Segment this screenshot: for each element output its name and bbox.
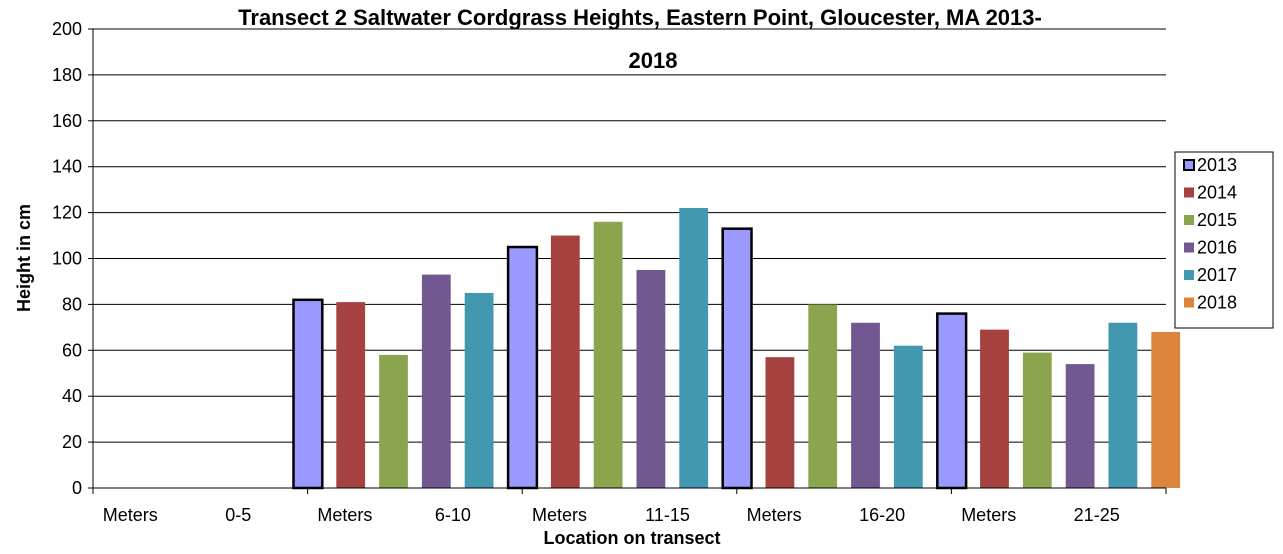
bar-2017-21-25 [1108,322,1138,488]
y-tick-label: 0 [72,478,82,498]
legend-label-2017: 2017 [1197,265,1237,285]
y-tick-label: 120 [52,203,82,223]
axes [88,28,1167,494]
legend-label-2013: 2013 [1197,155,1237,175]
bar-2015-16-20 [808,304,838,488]
x-tick-labels: Meters 0-5 Meters 6-10 Meters 11-15 Meters 16-2… [103,505,1120,525]
legend-swatch-2016 [1184,242,1194,253]
y-tick-label: 60 [62,340,82,360]
bar-2017-6-10 [464,292,494,488]
x-tick-label-right: 6-10 [435,505,471,525]
y-tick-label: 180 [52,65,82,85]
bar-2015-6-10 [379,354,408,488]
legend-swatch-2018 [1184,297,1194,308]
y-tick-label: 80 [62,294,82,314]
legend-label-2018: 2018 [1197,293,1237,313]
y-tick-label: 160 [52,111,82,131]
bar-2014-21-25 [980,329,1009,488]
y-tick-label: 100 [52,249,82,269]
bar-2015-11-15 [593,221,623,488]
y-tick-label: 140 [52,157,82,177]
bar-2014-16-20 [765,357,795,488]
bar-2013-6-10 [292,298,324,490]
y-tick-label: 200 [52,19,82,39]
gridlines [93,28,1166,443]
x-axis-title: Location on transect [543,528,720,548]
x-tick-label-left: Meters [961,505,1016,525]
legend-swatch-2013 [1183,159,1195,171]
y-axis-title: Height in cm [14,204,34,312]
bars [292,208,1181,490]
bar-2017-11-15 [679,208,709,488]
x-tick-label-left: Meters [532,505,587,525]
legend: 2013 2014 2015 2016 2017 2018 [1174,151,1274,329]
y-tick-label: 40 [62,386,82,406]
bar-2016-21-25 [1065,364,1095,488]
bar-2015-21-25 [1022,352,1052,488]
bar-2013-11-15 [506,245,539,490]
x-tick-label-right: 21-25 [1074,505,1120,525]
legend-swatch-2017 [1184,270,1194,280]
x-tick-label-right: 11-15 [645,505,690,525]
bar-2013-16-20 [721,227,753,490]
legend-label-2016: 2016 [1197,238,1237,258]
bar-2014-6-10 [336,302,366,488]
chart-title-line-2: 2018 [629,48,678,73]
bar-2013-21-25 [936,312,968,490]
bar-2016-6-10 [421,274,451,488]
bar-2017-16-20 [893,345,923,488]
bar-2016-16-20 [851,322,880,488]
legend-swatch-2014 [1184,187,1194,198]
legend-label-2014: 2014 [1197,183,1237,203]
x-tick-label-left: Meters [103,505,158,525]
legend-label-2015: 2015 [1197,210,1237,230]
bar-2016-11-15 [636,269,666,488]
chart-title-line-1: Transect 2 Saltwater Cordgrass Heights, … [238,5,1042,30]
legend-swatch-2015 [1184,215,1194,225]
bar-2014-11-15 [550,235,580,488]
x-tick-label-left: Meters [317,505,372,525]
x-tick-label-right: 16-20 [859,505,905,525]
x-tick-label-left: Meters [747,505,802,525]
y-tick-label: 20 [62,432,82,452]
y-tick-labels: 0 20 40 60 80 100 120 140 160 180 200 [52,19,82,498]
x-tick-label-right: 0-5 [225,505,251,525]
bar-2018-21-25 [1151,331,1181,488]
